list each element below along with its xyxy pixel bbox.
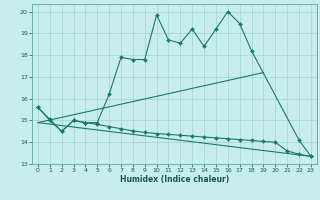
X-axis label: Humidex (Indice chaleur): Humidex (Indice chaleur) — [120, 175, 229, 184]
